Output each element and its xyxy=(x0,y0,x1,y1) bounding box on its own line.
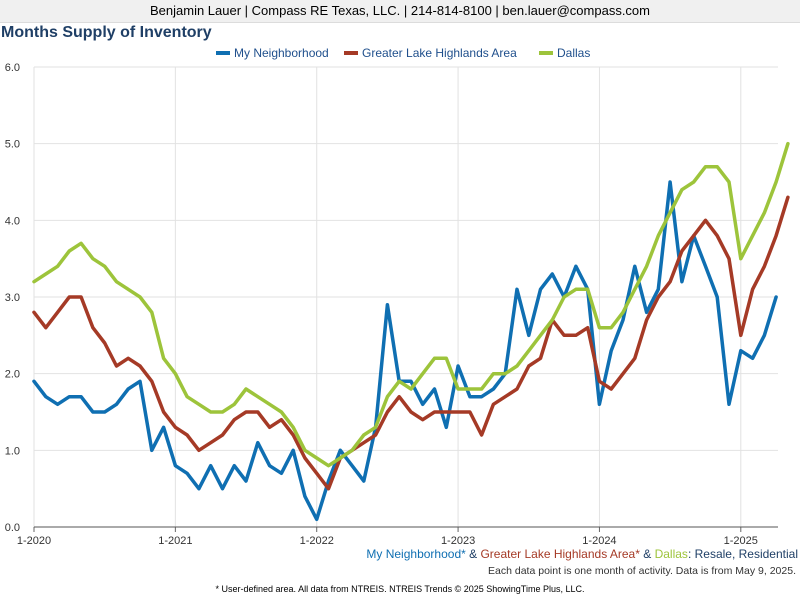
legend-label-1: My Neighborhood xyxy=(234,46,329,60)
grid xyxy=(33,66,778,527)
series-line-3 xyxy=(32,141,790,468)
series-lines xyxy=(32,141,790,522)
legend: My Neighborhood Greater Lake Highlands Ar… xyxy=(216,46,590,60)
subtitle-dallas: Dallas xyxy=(654,547,688,561)
x-tick-label: 1-2021 xyxy=(158,535,192,547)
data-note: Each data point is one month of activity… xyxy=(488,565,796,577)
legend-label-3: Dallas xyxy=(557,46,590,60)
x-tick-labels: 1-2020 1-2021 1-2022 1-2023 1-2024 1-2025 xyxy=(17,535,758,547)
subtitle-neighborhood: My Neighborhood* xyxy=(366,547,466,561)
subtitle-amp-2: & xyxy=(639,547,655,561)
axes xyxy=(33,526,778,532)
y-tick-label: 2.0 xyxy=(5,369,20,381)
footer-disclaimer: * User-defined area. All data from NTREI… xyxy=(215,584,585,594)
x-tick-label: 1-2020 xyxy=(17,535,51,547)
agent-contact-header: Benjamin Lauer | Compass RE Texas, LLC. … xyxy=(0,0,800,23)
y-tick-label: 4.0 xyxy=(5,215,20,227)
series-description: My Neighborhood* & Greater Lake Highland… xyxy=(366,547,798,561)
x-tick-label: 1-2022 xyxy=(300,535,334,547)
x-tick-label: 1-2024 xyxy=(582,535,616,547)
y-tick-label: 0.0 xyxy=(5,522,20,534)
subtitle-lake-highlands: Greater Lake Highlands Area* xyxy=(480,547,640,561)
y-tick-label: 6.0 xyxy=(5,62,20,74)
y-tick-label: 5.0 xyxy=(5,139,20,151)
y-tick-labels: 0.0 1.0 2.0 3.0 4.0 5.0 6.0 xyxy=(5,62,20,534)
subtitle-tail: : Resale, Residential xyxy=(687,547,798,561)
chart-title: Months Supply of Inventory xyxy=(1,24,212,41)
legend-label-2: Greater Lake Highlands Area xyxy=(362,46,517,60)
series-line-2 xyxy=(32,195,790,491)
y-tick-label: 3.0 xyxy=(5,292,20,304)
x-tick-label: 1-2025 xyxy=(724,535,758,547)
y-tick-label: 1.0 xyxy=(5,445,20,457)
series-line-1 xyxy=(32,180,778,522)
subtitle-amp-1: & xyxy=(465,547,481,561)
x-tick-label: 1-2023 xyxy=(441,535,475,547)
